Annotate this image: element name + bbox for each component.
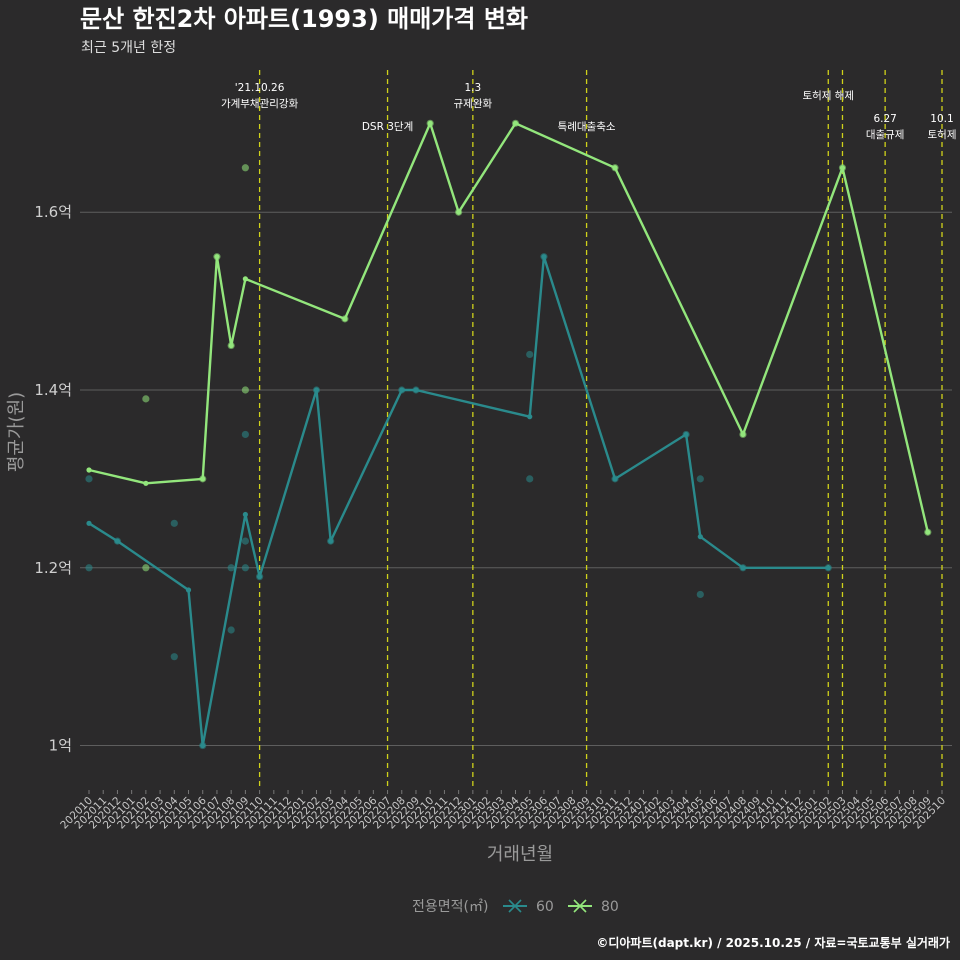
y-tick-label: 1억 bbox=[49, 737, 72, 755]
data-point-80 bbox=[142, 395, 150, 403]
chart-title: 문산 한진2차 아파트(1993) 매매가격 변화 bbox=[80, 5, 528, 33]
series-vertex-80 bbox=[214, 254, 220, 260]
caption: ©디아파트(dapt.kr) / 2025.10.25 / 자료=국토교통부 실… bbox=[596, 935, 950, 950]
legend-key-marker bbox=[573, 899, 587, 913]
event-label: 토허제 해제 bbox=[802, 89, 854, 102]
data-point-60 bbox=[696, 590, 704, 599]
series-vertex-60 bbox=[200, 742, 206, 749]
data-point-60 bbox=[170, 653, 178, 661]
data-point-80 bbox=[241, 164, 249, 172]
series-layer bbox=[85, 119, 932, 750]
data-point-60 bbox=[241, 537, 249, 545]
series-vertex-80 bbox=[143, 480, 149, 486]
series-vertex-60 bbox=[86, 520, 92, 526]
event-label: 규제완화 bbox=[454, 97, 493, 110]
x-axis-title: 거래년월 bbox=[487, 844, 553, 865]
series-vertex-60 bbox=[413, 387, 419, 393]
series-vertex-80 bbox=[200, 476, 206, 482]
series-vertex-60 bbox=[313, 387, 320, 393]
series-vertex-60 bbox=[527, 414, 533, 420]
y-axis-title: 평균가(원) bbox=[6, 392, 27, 472]
series-vertex-80 bbox=[427, 120, 433, 126]
event-label: 가계부채관리강화 bbox=[221, 98, 299, 110]
series-vertex-80 bbox=[342, 316, 348, 322]
event-label: DSR 3단계 bbox=[362, 121, 413, 133]
legend-label: 60 bbox=[536, 899, 554, 915]
legend-label: 80 bbox=[601, 899, 619, 915]
series-vertex-60 bbox=[612, 476, 618, 482]
series-vertex-80 bbox=[242, 276, 248, 282]
series-vertex-60 bbox=[328, 538, 334, 544]
data-point-60 bbox=[227, 564, 235, 572]
series-vertex-60 bbox=[740, 565, 746, 571]
legend-key-marker bbox=[508, 899, 522, 913]
data-point-60 bbox=[526, 475, 534, 483]
y-axis: 1억 1.2억 1.4억 1.6억 bbox=[34, 203, 72, 754]
event-label: '21.10.26 bbox=[235, 82, 285, 94]
series-line-80 bbox=[88, 122, 929, 533]
grid bbox=[80, 211, 952, 747]
series-vertex-80 bbox=[740, 431, 746, 438]
series-vertex-60 bbox=[242, 511, 248, 518]
data-point-60 bbox=[85, 564, 93, 572]
event-label: 토허제 bbox=[928, 129, 957, 141]
event-label: 특례대출축소 bbox=[558, 121, 616, 133]
series-vertex-60 bbox=[185, 587, 192, 593]
series-vertex-60 bbox=[541, 254, 547, 260]
series-vertex-80 bbox=[86, 467, 92, 473]
series-vertex-60 bbox=[697, 534, 703, 540]
series-vertex-60 bbox=[683, 431, 689, 438]
event-label: 대출규제 bbox=[866, 129, 905, 141]
data-point-80 bbox=[241, 386, 249, 394]
series-vertex-60 bbox=[399, 387, 405, 393]
event-label: 10.1 bbox=[930, 113, 953, 125]
series-vertex-60 bbox=[825, 565, 831, 571]
series-vertex-80 bbox=[228, 342, 234, 349]
legend-title: 전용면적(㎡) bbox=[412, 899, 488, 915]
chart-subtitle: 최근 5개년 한정 bbox=[81, 40, 176, 56]
data-point-60 bbox=[241, 430, 249, 439]
data-point-60 bbox=[696, 475, 704, 483]
series-vertex-60 bbox=[257, 574, 263, 580]
legend: 전용면적(㎡) 60 80 bbox=[412, 899, 619, 915]
series-vertex-80 bbox=[612, 165, 618, 171]
data-point-60 bbox=[170, 519, 178, 527]
y-tick-label: 1.4억 bbox=[34, 381, 72, 399]
series-vertex-80 bbox=[925, 529, 931, 535]
x-axis: 2020102020112020122021012021022021032021… bbox=[58, 790, 948, 831]
data-point-60 bbox=[241, 564, 249, 572]
series-vertex-80 bbox=[456, 209, 462, 215]
data-point-60 bbox=[227, 626, 235, 634]
event-label: 1.3 bbox=[464, 82, 481, 94]
data-point-60 bbox=[526, 350, 534, 359]
series-line-60 bbox=[88, 255, 829, 747]
series-vertex-60 bbox=[114, 538, 121, 544]
y-tick-label: 1.2억 bbox=[34, 559, 72, 577]
event-label: 6.27 bbox=[873, 113, 896, 125]
data-point-60 bbox=[85, 475, 93, 483]
series-vertex-80 bbox=[839, 165, 846, 171]
data-point-80 bbox=[142, 564, 150, 572]
y-tick-label: 1.6억 bbox=[34, 203, 72, 221]
series-vertex-80 bbox=[512, 120, 519, 126]
